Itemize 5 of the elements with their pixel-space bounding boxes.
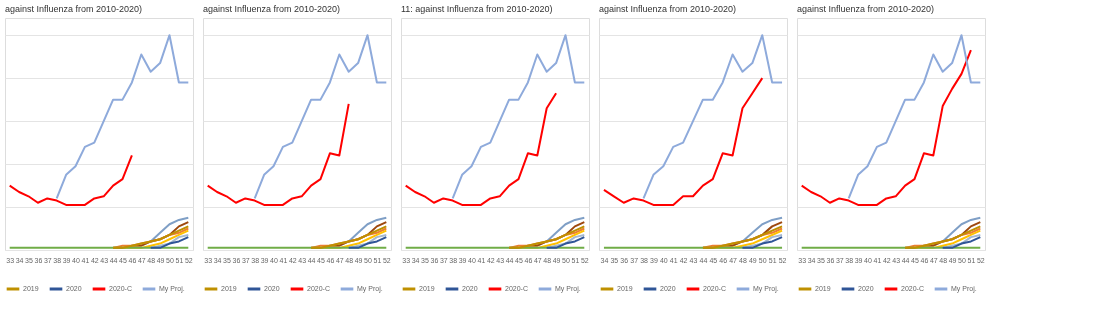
chart-title: against Influenza from 2010-2020)	[5, 4, 143, 14]
chart-title: against Influenza from 2010-2020)	[599, 4, 737, 14]
chart-title: against Influenza from 2010-2020)	[797, 4, 935, 14]
chart-title: 11: against Influenza from 2010-2020)	[401, 4, 553, 14]
chart-title: against Influenza from 2010-2020)	[203, 4, 341, 14]
